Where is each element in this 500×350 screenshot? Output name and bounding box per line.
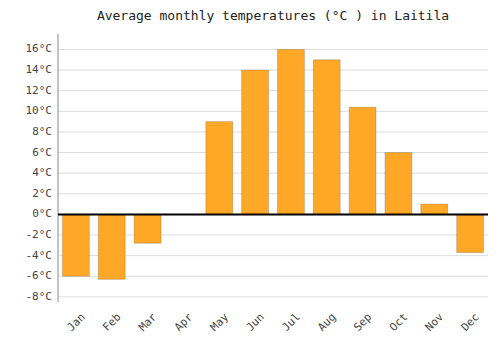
x-tick-label: Jan — [64, 311, 87, 334]
grid-line — [58, 193, 488, 194]
x-tick-label: Jun — [244, 311, 267, 334]
x-tick-label: Apr — [172, 310, 196, 334]
y-tick-label: 16°C — [26, 42, 53, 55]
y-tick-label: 0°C — [32, 207, 52, 220]
grid-line — [58, 90, 488, 91]
bar — [277, 49, 304, 214]
bar — [134, 214, 161, 243]
y-tick-label: 6°C — [32, 146, 52, 159]
bar — [242, 70, 269, 214]
x-tick-label: Dec — [459, 311, 482, 334]
grid-line — [58, 296, 488, 297]
chart-title: Average monthly temperatures (°C ) in La… — [97, 8, 449, 23]
x-tick-label: Aug — [315, 311, 338, 334]
grid-line — [58, 131, 488, 132]
grid-line — [58, 70, 488, 71]
bar — [385, 153, 412, 215]
x-tick-label: Nov — [423, 310, 447, 334]
y-tick-label: -4°C — [26, 249, 53, 262]
grid-line — [58, 49, 488, 50]
y-tick-label: 14°C — [26, 63, 53, 76]
bar — [98, 214, 125, 279]
grid-line — [58, 173, 488, 174]
y-axis-line — [58, 34, 59, 302]
grid-line — [58, 214, 488, 215]
grid-line — [58, 152, 488, 153]
x-tick-label: Jul — [279, 311, 302, 334]
y-tick-label: 2°C — [32, 187, 52, 200]
y-axis-labels: -8°C -6°C -4°C -2°C 0°C 2°C 4°C 6°C 8°C 10°C 12°C 1… — [26, 42, 53, 302]
bar — [349, 107, 376, 214]
y-tick-label: 10°C — [26, 104, 53, 117]
y-tick-label: -6°C — [26, 269, 53, 282]
bar — [206, 122, 233, 215]
grid-line — [58, 111, 488, 112]
x-axis-labels: Jan Feb Mar Apr May Jun Jul Aug Sep Oct Nov Dec — [64, 310, 481, 334]
y-tick-label: -8°C — [26, 290, 53, 303]
bar — [457, 214, 484, 252]
bar — [62, 214, 89, 276]
bar — [421, 204, 448, 214]
y-tick-label: -2°C — [26, 228, 53, 241]
bar — [313, 60, 340, 215]
x-tick-label: Feb — [100, 311, 123, 334]
x-tick-label: Sep — [351, 311, 374, 334]
chart-svg: Average monthly temperatures (°C ) in La… — [0, 0, 500, 350]
grid — [58, 49, 488, 296]
x-tick-label: May — [208, 310, 232, 334]
y-tick-label: 8°C — [32, 125, 52, 138]
bars — [62, 49, 483, 279]
y-tick-label: 4°C — [32, 166, 52, 179]
chart-container: Average monthly temperatures (°C ) in La… — [0, 0, 500, 350]
x-tick-label: Oct — [387, 311, 410, 334]
y-tick-label: 12°C — [26, 84, 53, 97]
zero-line — [58, 213, 488, 215]
x-tick-label: Mar — [136, 310, 160, 334]
